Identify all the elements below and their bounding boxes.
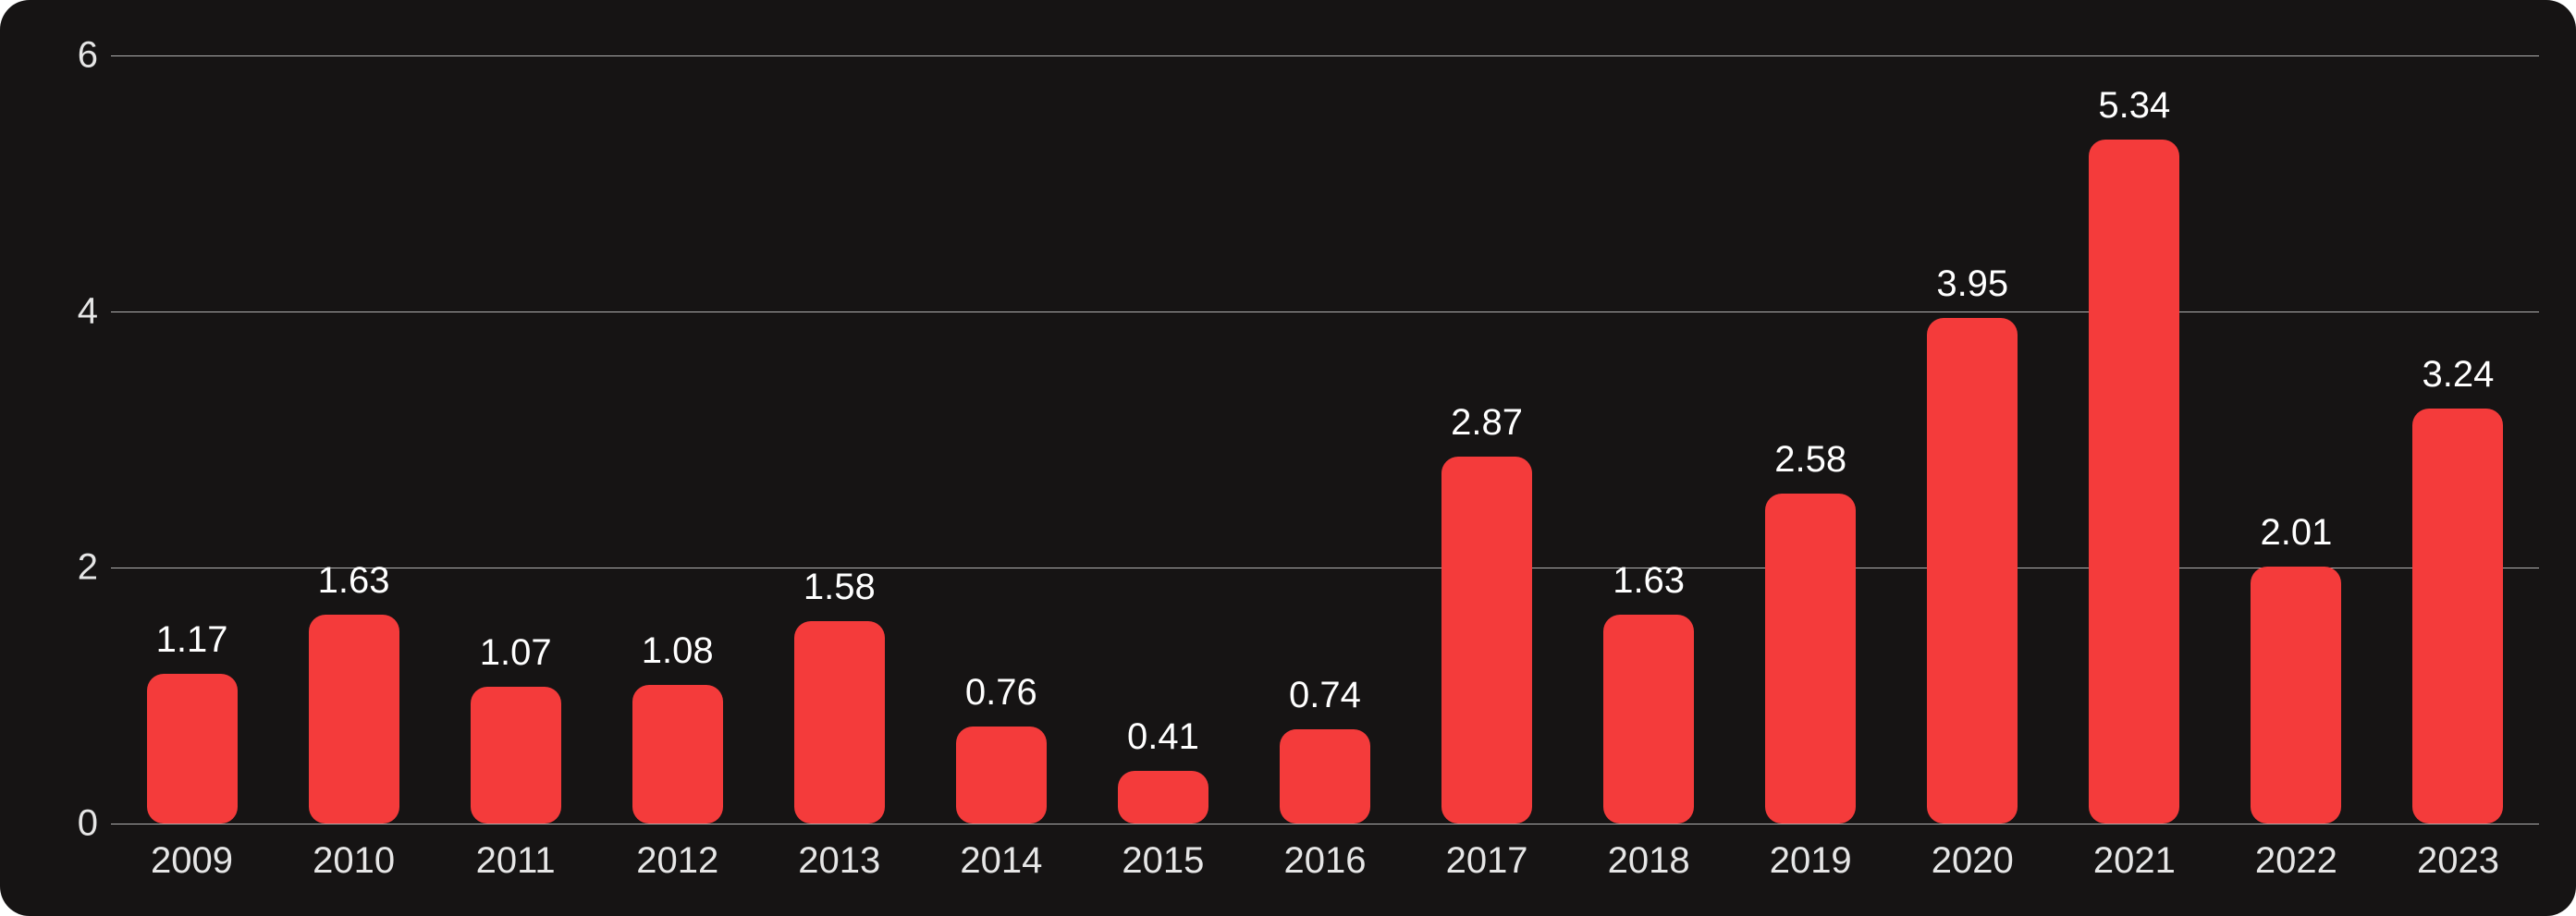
bar-value-label: 2.01 [2260,512,2332,554]
x-tick-label: 2020 [1932,840,2014,882]
bar-value-label: 0.41 [1127,716,1199,758]
bar [147,674,238,824]
bar-value-label: 2.87 [1451,402,1523,444]
bar [2251,567,2341,824]
x-tick-label: 2023 [2417,840,2499,882]
x-tick-label: 2019 [1770,840,1852,882]
x-tick-label: 2018 [1608,840,1690,882]
bar-slot: 1.172009 [111,55,273,824]
bar-value-label: 2.58 [1774,439,1846,481]
bar-slot: 1.072011 [435,55,596,824]
bar-slot: 1.582013 [758,55,920,824]
bar-value-label: 0.74 [1289,675,1361,716]
x-tick-label: 2017 [1446,840,1528,882]
bar-chart-card: 0246 1.1720091.6320101.0720111.0820121.5… [0,0,2576,916]
bar [1441,457,1532,824]
bar [794,621,885,824]
bar-slot: 5.342021 [2054,55,2215,824]
bar [956,727,1047,824]
y-tick-label: 2 [78,547,111,589]
y-tick-label: 4 [78,291,111,333]
bar-value-label: 1.17 [156,619,228,661]
x-tick-label: 2014 [960,840,1042,882]
x-tick-label: 2013 [798,840,880,882]
bar-slot: 3.242023 [2377,55,2539,824]
bar [1603,615,1694,824]
bar-slot: 3.952020 [1892,55,2054,824]
bar [2412,409,2503,824]
bar [1118,771,1208,824]
plot-area: 0246 1.1720091.6320101.0720111.0820121.5… [111,55,2539,824]
bar [471,687,561,824]
x-tick-label: 2015 [1122,840,1204,882]
bar-slot: 2.582019 [1730,55,1892,824]
x-tick-label: 2016 [1283,840,1366,882]
bar-value-label: 5.34 [2098,85,2170,127]
bar-slot: 1.082012 [596,55,758,824]
bar-value-label: 1.58 [803,567,876,608]
bar-slot: 0.412015 [1082,55,1244,824]
bar-value-label: 1.07 [480,632,552,674]
x-tick-label: 2011 [476,840,556,882]
bars-container: 1.1720091.6320101.0720111.0820121.582013… [111,55,2539,824]
x-tick-label: 2009 [151,840,233,882]
x-tick-label: 2021 [2093,840,2176,882]
y-tick-label: 0 [78,803,111,845]
bar-slot: 2.012022 [2215,55,2377,824]
bar-value-label: 1.63 [1613,560,1685,602]
bar [1765,494,1856,824]
x-tick-label: 2012 [636,840,718,882]
bar-slot: 1.632010 [273,55,435,824]
bar [1280,729,1370,824]
bar [309,615,399,824]
bar-value-label: 3.95 [1936,263,2008,305]
bar-value-label: 1.63 [318,560,390,602]
x-tick-label: 2022 [2255,840,2337,882]
bar-slot: 0.762014 [920,55,1082,824]
bar [632,685,723,824]
bar-value-label: 1.08 [642,630,714,672]
bar [1927,318,2018,824]
bar-slot: 2.872017 [1406,55,1568,824]
bar [2089,140,2179,824]
y-tick-label: 6 [78,35,111,77]
bar-value-label: 0.76 [965,672,1037,714]
bar-slot: 1.632018 [1568,55,1730,824]
bar-slot: 0.742016 [1244,55,1405,824]
x-tick-label: 2010 [313,840,395,882]
bar-value-label: 3.24 [2423,354,2495,396]
